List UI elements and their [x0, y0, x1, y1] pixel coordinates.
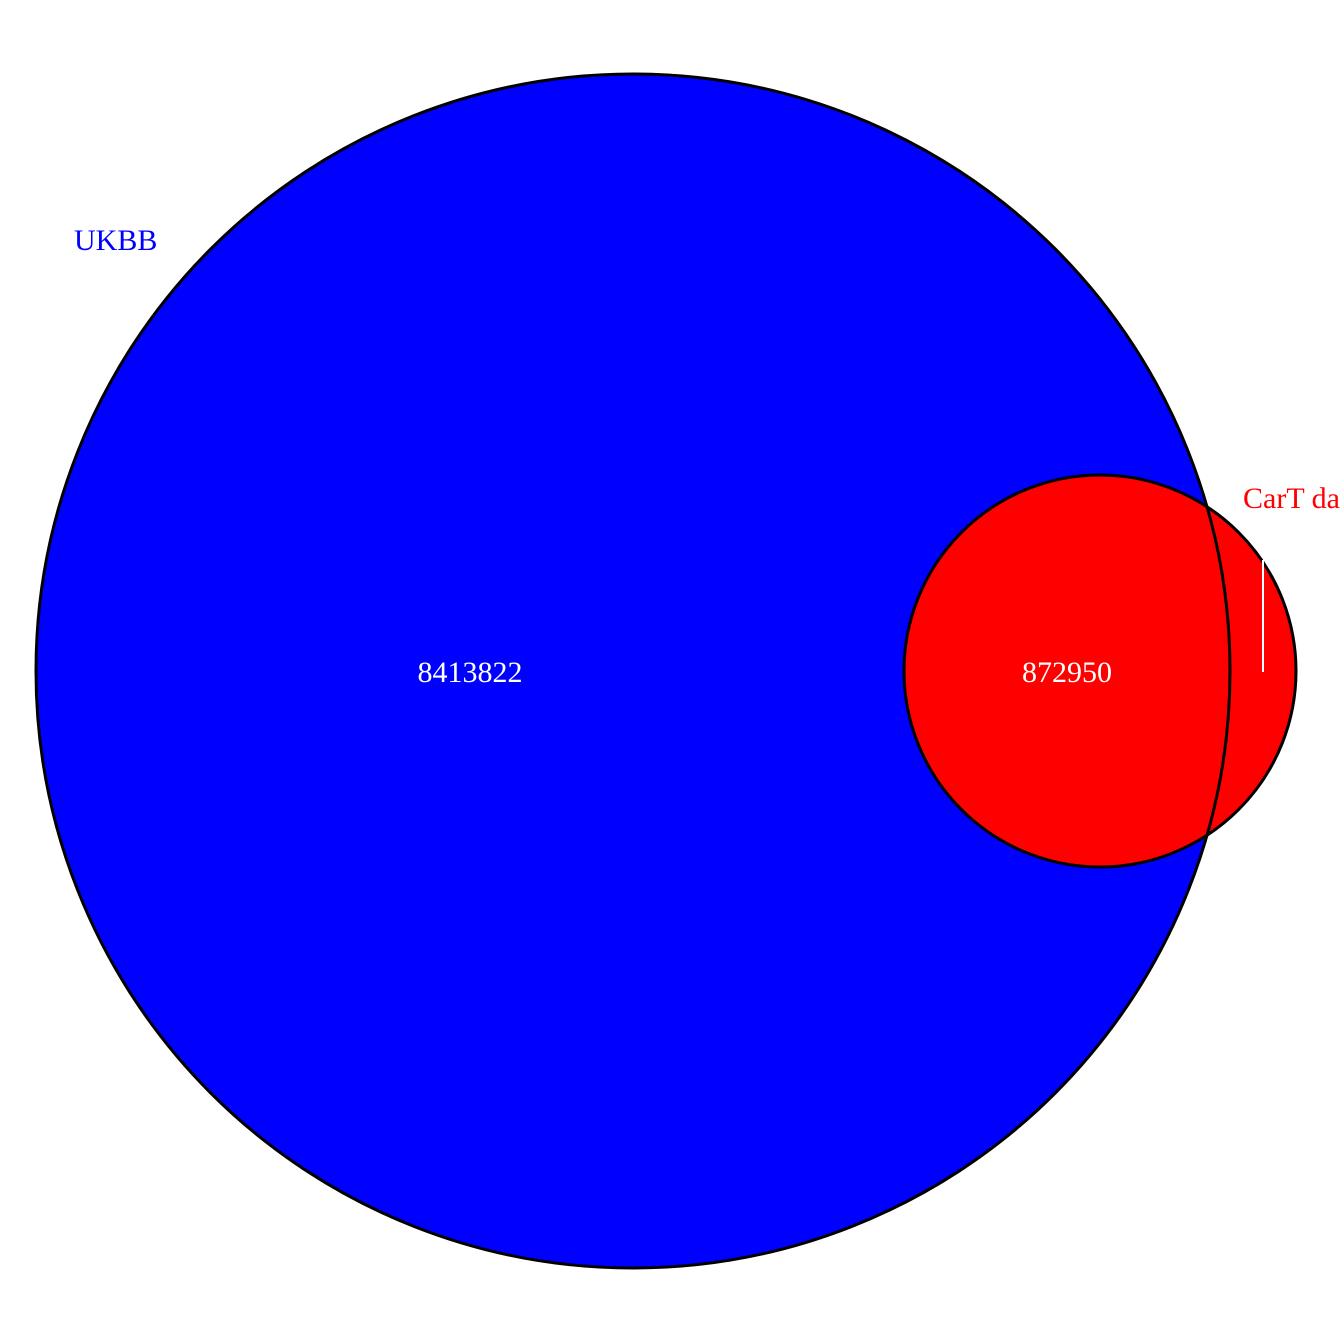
cart-set-outline: [902, 473, 1298, 869]
ukbb-set-label: UKBB: [74, 224, 157, 257]
cart-set-label: CarT da: [1243, 482, 1340, 515]
ukbb-only-count-label: 8413822: [418, 656, 523, 689]
shared-count-label: 872950: [1022, 656, 1112, 689]
ukbb-set-outline: [34, 72, 1232, 1270]
cart-set-circle: [904, 475, 1296, 867]
ukbb-set-circle: [36, 74, 1230, 1268]
